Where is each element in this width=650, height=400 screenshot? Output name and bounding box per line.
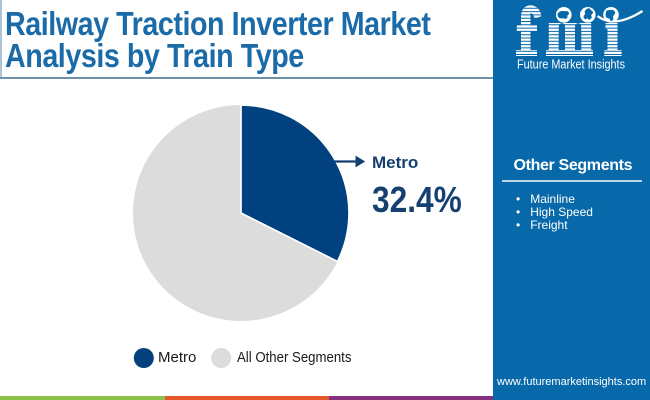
svg-text:Future Market Insights: Future Market Insights	[517, 57, 625, 72]
